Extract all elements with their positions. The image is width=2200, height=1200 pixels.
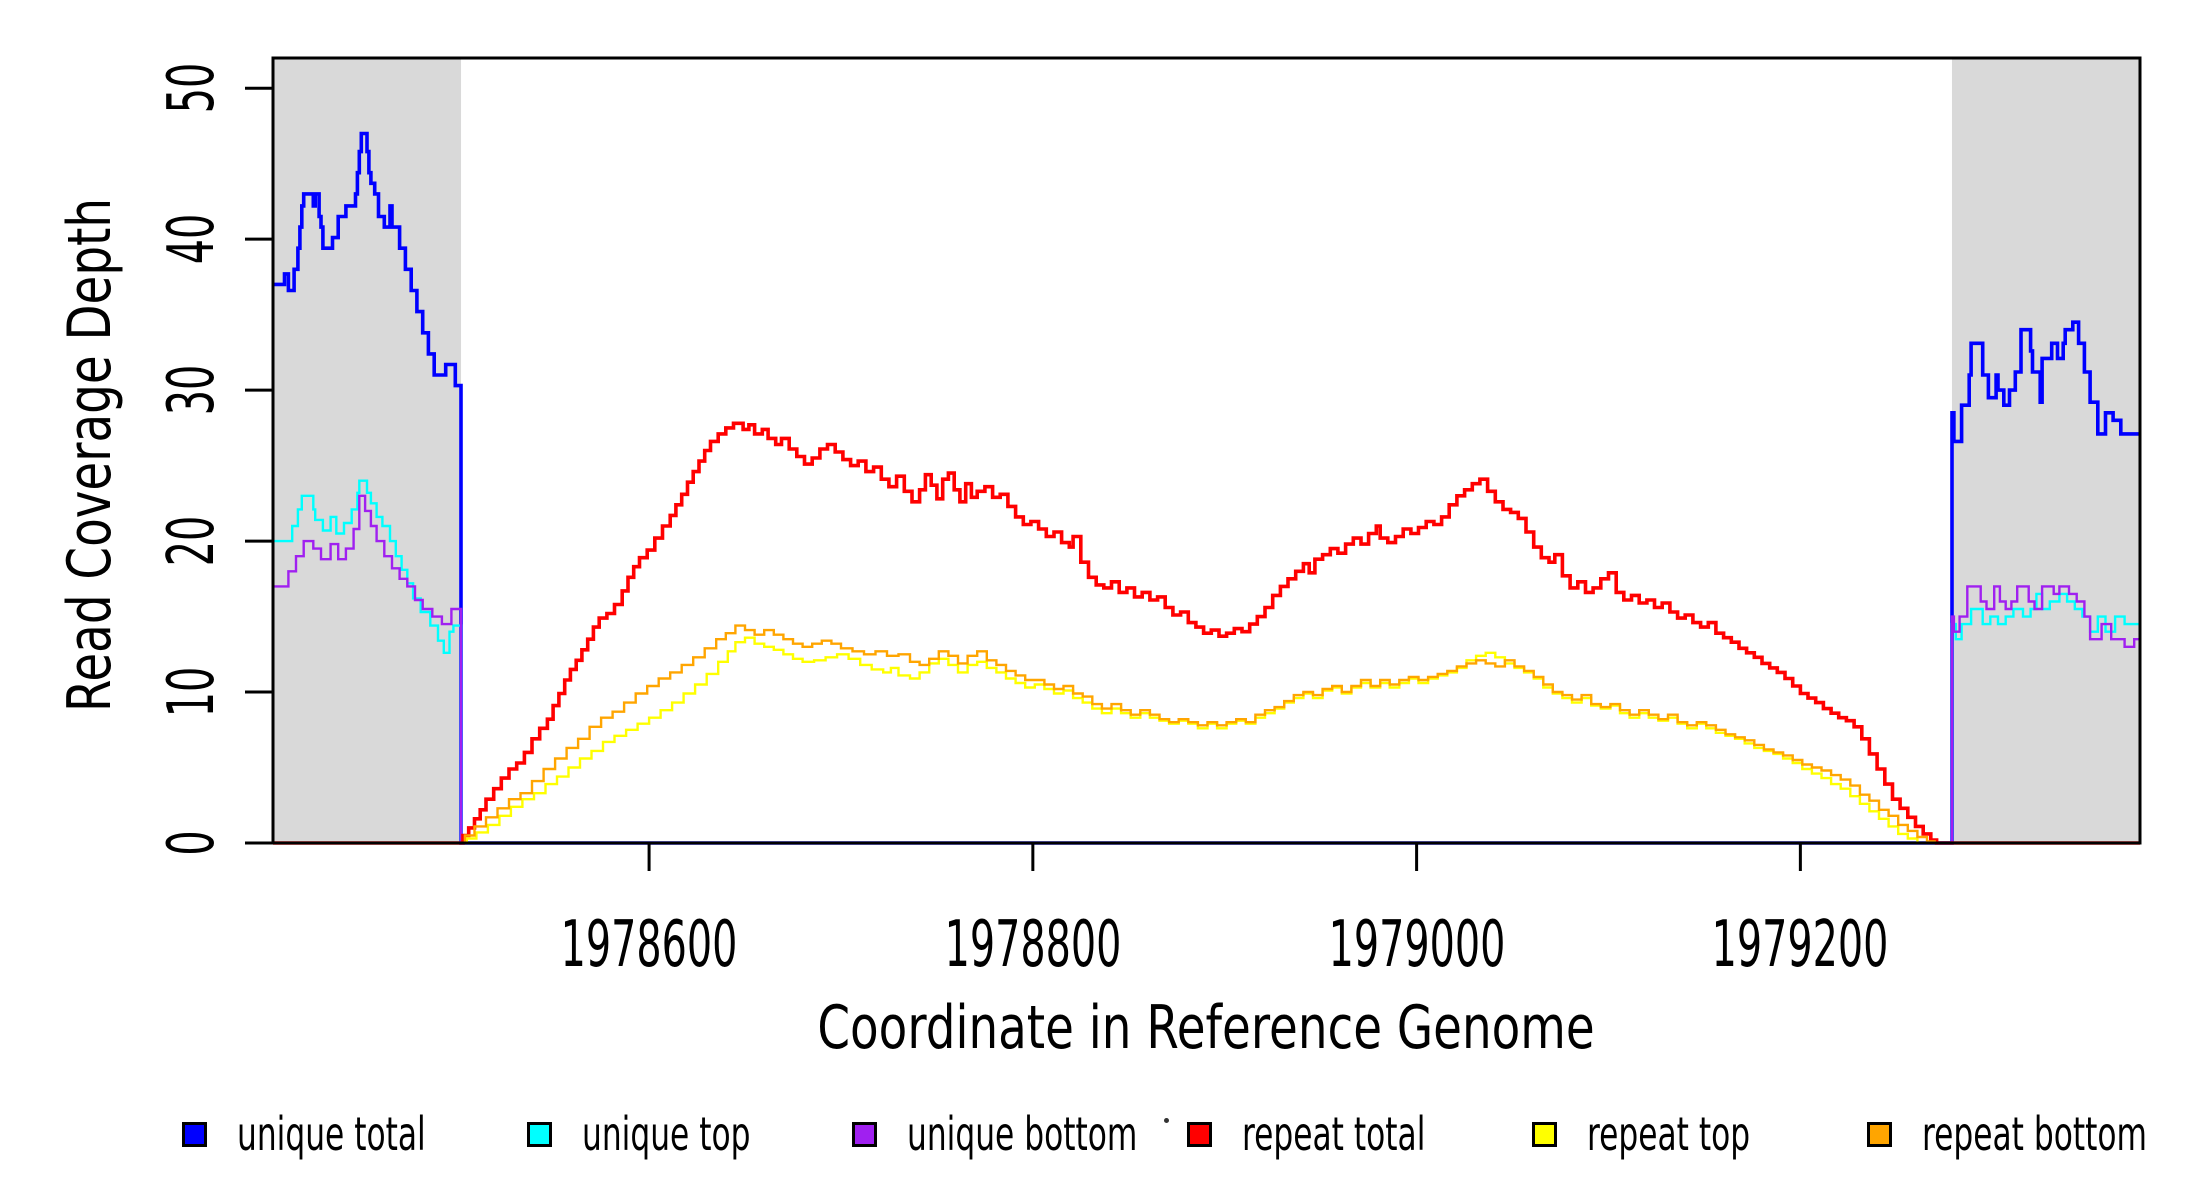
- legend-label: unique bottom: [907, 1107, 1138, 1161]
- legend-swatch-icon: [527, 1121, 552, 1147]
- shaded-region: [1951, 58, 2140, 843]
- y-axis-title: Read Coverage Depth: [55, 197, 125, 713]
- stray-dot: [1164, 1118, 1169, 1123]
- legend-item-repeat-bottom: repeat bottom: [1867, 1106, 2200, 1162]
- legend-label: repeat bottom: [1922, 1107, 2148, 1161]
- legend-swatch-icon: [852, 1121, 877, 1147]
- x-axis-title: Coordinate in Reference Genome: [817, 993, 1595, 1063]
- y-tick-label: 50: [155, 62, 229, 114]
- legend-label: unique top: [582, 1107, 751, 1161]
- legend-label: unique total: [237, 1107, 426, 1161]
- plot-border: [271, 56, 2142, 845]
- y-tick-label: 30: [155, 364, 229, 416]
- legend-item-unique-bottom: unique bottom: [852, 1106, 1246, 1162]
- y-tick-label: 10: [155, 666, 229, 718]
- series-repeat-total: [273, 421, 2140, 845]
- legend-label: repeat total: [1242, 1107, 1426, 1161]
- legend-label: repeat top: [1587, 1107, 1751, 1161]
- y-tick-label: 20: [155, 515, 229, 567]
- y-tick-label: 40: [155, 213, 229, 265]
- legend-swatch-icon: [182, 1121, 207, 1147]
- x-tick-label: 1979000: [1328, 908, 1505, 982]
- legend-item-unique-total: unique total: [182, 1106, 515, 1162]
- series-unique-total: [273, 131, 2140, 845]
- x-tick-label: 1978600: [560, 908, 738, 982]
- series-repeat-top: [273, 636, 2140, 845]
- x-tick-label: 1979200: [1711, 908, 1889, 982]
- legend-item-unique-top: unique top: [527, 1106, 830, 1162]
- y-tick-label: 0: [155, 830, 229, 856]
- legend-swatch-icon: [1867, 1121, 1892, 1147]
- series-unique-top: [273, 479, 2140, 845]
- x-tick-label: 1978800: [944, 908, 1122, 982]
- legend: unique total unique top unique bottom repea…: [0, 1106, 2200, 1166]
- legend-item-repeat-top: repeat top: [1532, 1106, 1827, 1162]
- legend-item-repeat-total: repeat total: [1187, 1106, 1512, 1162]
- series-repeat-bottom: [273, 624, 2140, 845]
- legend-swatch-icon: [1187, 1121, 1212, 1147]
- shaded-region: [273, 58, 462, 843]
- legend-swatch-icon: [1532, 1121, 1557, 1147]
